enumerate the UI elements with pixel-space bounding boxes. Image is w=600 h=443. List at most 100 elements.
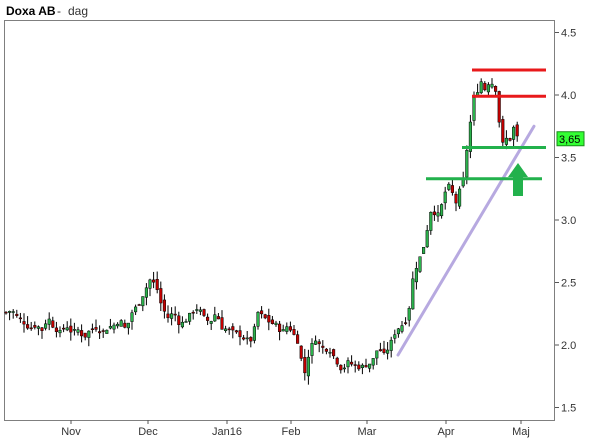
candle bbox=[162, 294, 166, 319]
candle bbox=[515, 121, 519, 142]
candle bbox=[501, 115, 505, 147]
candle bbox=[123, 319, 127, 329]
x-tick-label: Maj bbox=[512, 426, 530, 438]
candle bbox=[314, 335, 318, 345]
candle bbox=[47, 312, 51, 331]
candle bbox=[299, 345, 303, 362]
candle bbox=[108, 318, 112, 330]
candle bbox=[206, 313, 210, 326]
candle bbox=[90, 323, 94, 334]
candle bbox=[389, 336, 393, 358]
candle bbox=[252, 323, 256, 344]
candle bbox=[411, 271, 415, 310]
candle bbox=[368, 363, 372, 373]
candle bbox=[141, 296, 145, 312]
candle bbox=[69, 318, 73, 341]
candle bbox=[342, 363, 346, 373]
candle bbox=[195, 304, 199, 314]
x-tick-label: Jan16 bbox=[212, 426, 242, 438]
candle bbox=[8, 310, 12, 321]
candle bbox=[202, 308, 206, 317]
candle bbox=[321, 340, 325, 354]
candle bbox=[11, 309, 15, 319]
candle bbox=[350, 355, 354, 367]
candle bbox=[353, 360, 357, 373]
candle bbox=[324, 348, 328, 355]
annotations bbox=[396, 68, 546, 357]
candle bbox=[414, 261, 418, 290]
candle bbox=[173, 306, 177, 322]
y-tick-label: 3.0 bbox=[561, 215, 576, 227]
candle bbox=[18, 312, 22, 323]
y-tick-label: 1.5 bbox=[561, 403, 576, 415]
candle bbox=[288, 321, 292, 333]
candle bbox=[144, 283, 148, 306]
candle bbox=[126, 322, 130, 335]
candle bbox=[512, 125, 516, 147]
candle bbox=[184, 318, 188, 323]
candle bbox=[256, 311, 260, 330]
price-badge-box bbox=[556, 131, 585, 147]
candle bbox=[33, 321, 37, 330]
candles bbox=[4, 78, 519, 385]
candle bbox=[310, 338, 314, 364]
candle bbox=[58, 326, 62, 338]
candle bbox=[278, 320, 282, 341]
candle bbox=[364, 358, 368, 368]
candle bbox=[425, 225, 429, 248]
x-tick-label: Nov bbox=[61, 426, 81, 438]
candle bbox=[332, 348, 336, 359]
chart-title: Doxa AB bbox=[6, 4, 56, 18]
candle bbox=[393, 329, 397, 344]
candle bbox=[72, 322, 76, 336]
last-price-badge: 3,65 bbox=[556, 131, 585, 147]
candle bbox=[371, 358, 375, 370]
candle bbox=[404, 317, 408, 326]
candle bbox=[360, 363, 364, 375]
title-separator: - bbox=[57, 4, 61, 18]
candle bbox=[450, 178, 454, 196]
candle bbox=[274, 320, 278, 327]
chart-interval: dag bbox=[68, 4, 88, 18]
candle bbox=[170, 307, 174, 326]
y-tick-label: 3.5 bbox=[561, 153, 576, 165]
candle bbox=[220, 310, 224, 330]
candle bbox=[130, 309, 134, 330]
candle bbox=[180, 316, 184, 329]
candle bbox=[51, 316, 55, 329]
candle bbox=[231, 323, 235, 339]
candle bbox=[263, 313, 267, 320]
candle bbox=[155, 271, 159, 294]
candle bbox=[378, 342, 382, 352]
candle bbox=[486, 82, 490, 97]
candle bbox=[443, 186, 447, 210]
candle bbox=[375, 350, 379, 365]
candle bbox=[458, 186, 462, 209]
candle bbox=[440, 203, 444, 219]
candle bbox=[98, 325, 102, 339]
trendline bbox=[396, 124, 536, 357]
candle bbox=[490, 78, 494, 89]
candle bbox=[303, 348, 307, 381]
candle bbox=[22, 313, 26, 333]
candle bbox=[213, 306, 217, 322]
candle bbox=[483, 81, 487, 92]
candle bbox=[44, 319, 48, 331]
candle bbox=[234, 329, 238, 334]
candle bbox=[177, 311, 181, 334]
candle bbox=[479, 78, 483, 95]
candle bbox=[87, 330, 91, 347]
candle bbox=[339, 364, 343, 374]
candle bbox=[468, 114, 472, 159]
candle bbox=[328, 347, 332, 358]
candle bbox=[306, 349, 310, 385]
candle bbox=[382, 340, 386, 355]
candle bbox=[116, 322, 120, 329]
up-arrow-icon bbox=[508, 163, 528, 196]
candle bbox=[335, 356, 339, 367]
candle bbox=[386, 342, 390, 360]
candle bbox=[119, 319, 123, 327]
candle bbox=[432, 205, 436, 221]
candle bbox=[317, 339, 321, 353]
